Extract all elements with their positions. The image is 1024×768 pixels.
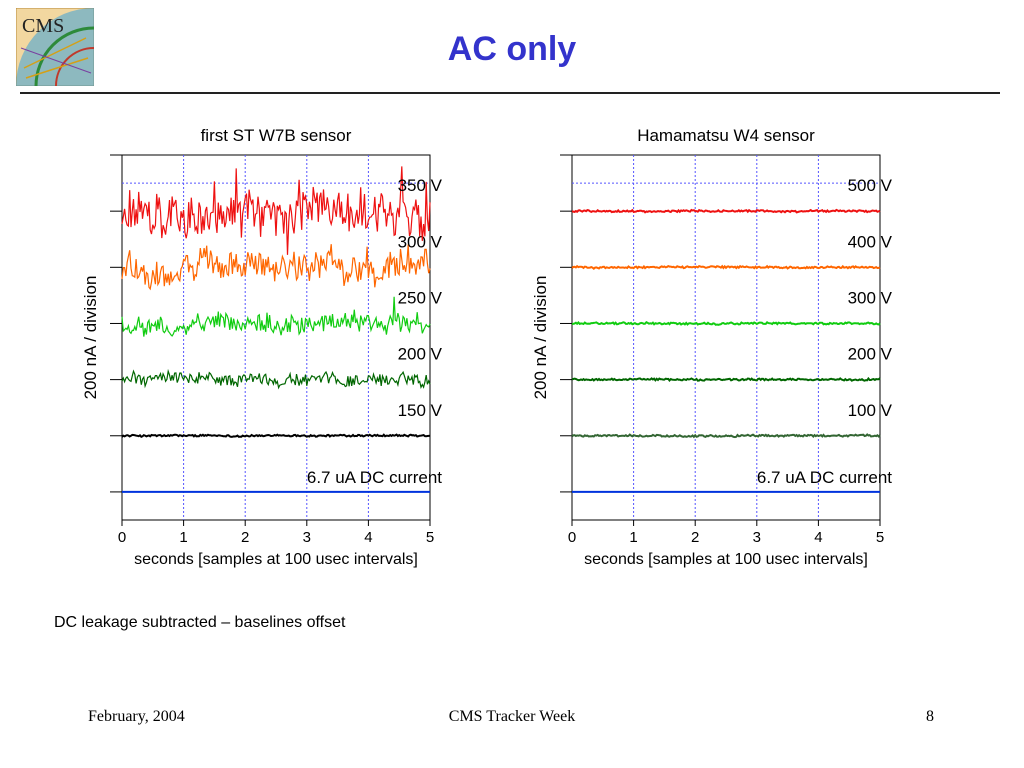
series-line bbox=[571, 433, 881, 439]
series-label: 200 V bbox=[398, 345, 443, 364]
plot-frame bbox=[571, 154, 881, 521]
footer-page-number: 8 bbox=[926, 708, 934, 725]
footer-date: February, 2004 bbox=[88, 708, 185, 725]
x-tick-label: 5 bbox=[876, 529, 884, 546]
x-tick-label: 3 bbox=[753, 529, 761, 546]
series-line bbox=[571, 376, 881, 383]
title-divider bbox=[20, 92, 1000, 94]
chart-title: first ST W7B sensor bbox=[201, 126, 352, 145]
series-label: 350 V bbox=[398, 176, 443, 195]
series-line bbox=[571, 208, 881, 214]
series-label: 100 V bbox=[848, 401, 893, 420]
plot-frame bbox=[121, 154, 431, 521]
series-label: 300 V bbox=[848, 288, 893, 307]
series-label: 300 V bbox=[398, 232, 443, 251]
chart-hamamatsu-w4-svg: Hamamatsu W4 sensor 0 1 2 3 4 5 seconds [sample… bbox=[531, 126, 893, 568]
x-axis-label: seconds [samples at 100 usec intervals] bbox=[134, 551, 418, 568]
x-tick-label: 0 bbox=[568, 529, 576, 546]
cms-logo-text: CMS bbox=[22, 15, 64, 37]
series-line bbox=[121, 244, 431, 291]
chart-st-w7b-svg: first ST W7B sensor 0 1 2 3 4 5 seconds [sample… bbox=[81, 126, 443, 568]
chart-hamamatsu-w4: Hamamatsu W4 sensor 0 1 2 3 4 5 seconds [sample… bbox=[520, 115, 990, 590]
y-axis-label: 200 nA / division bbox=[531, 276, 550, 400]
x-tick-label: 0 bbox=[118, 529, 126, 546]
series-label: 6.7 uA DC current bbox=[757, 468, 892, 487]
series-label: 150 V bbox=[398, 401, 443, 420]
x-tick-label: 1 bbox=[629, 529, 637, 546]
footer-event: CMS Tracker Week bbox=[448, 708, 576, 725]
slide-caption: DC leakage subtracted – baselines offset bbox=[54, 614, 346, 631]
x-tick-label: 5 bbox=[426, 529, 434, 546]
series-line bbox=[571, 320, 881, 326]
x-tick-label: 2 bbox=[241, 529, 249, 546]
x-tick-label: 1 bbox=[179, 529, 187, 546]
y-axis-label: 200 nA / division bbox=[81, 276, 100, 400]
series-line bbox=[121, 296, 431, 337]
series-label: 400 V bbox=[848, 232, 893, 251]
series-line bbox=[121, 368, 431, 390]
cms-logo: CMS bbox=[15, 7, 95, 87]
series-label: 200 V bbox=[848, 345, 893, 364]
chart-st-w7b: first ST W7B sensor 0 1 2 3 4 5 seconds [sample… bbox=[70, 115, 540, 590]
series-line bbox=[571, 264, 881, 271]
x-tick-label: 2 bbox=[691, 529, 699, 546]
series-label: 6.7 uA DC current bbox=[307, 468, 442, 487]
series-line bbox=[121, 433, 431, 439]
x-tick-label: 3 bbox=[303, 529, 311, 546]
x-tick-label: 4 bbox=[814, 529, 822, 546]
slide-title: AC only bbox=[447, 30, 577, 68]
series-label: 250 V bbox=[398, 288, 443, 307]
series-label: 500 V bbox=[848, 176, 893, 195]
series-line bbox=[121, 166, 431, 255]
chart-title: Hamamatsu W4 sensor bbox=[637, 126, 815, 145]
x-tick-label: 4 bbox=[364, 529, 372, 546]
x-axis-label: seconds [samples at 100 usec intervals] bbox=[584, 551, 868, 568]
